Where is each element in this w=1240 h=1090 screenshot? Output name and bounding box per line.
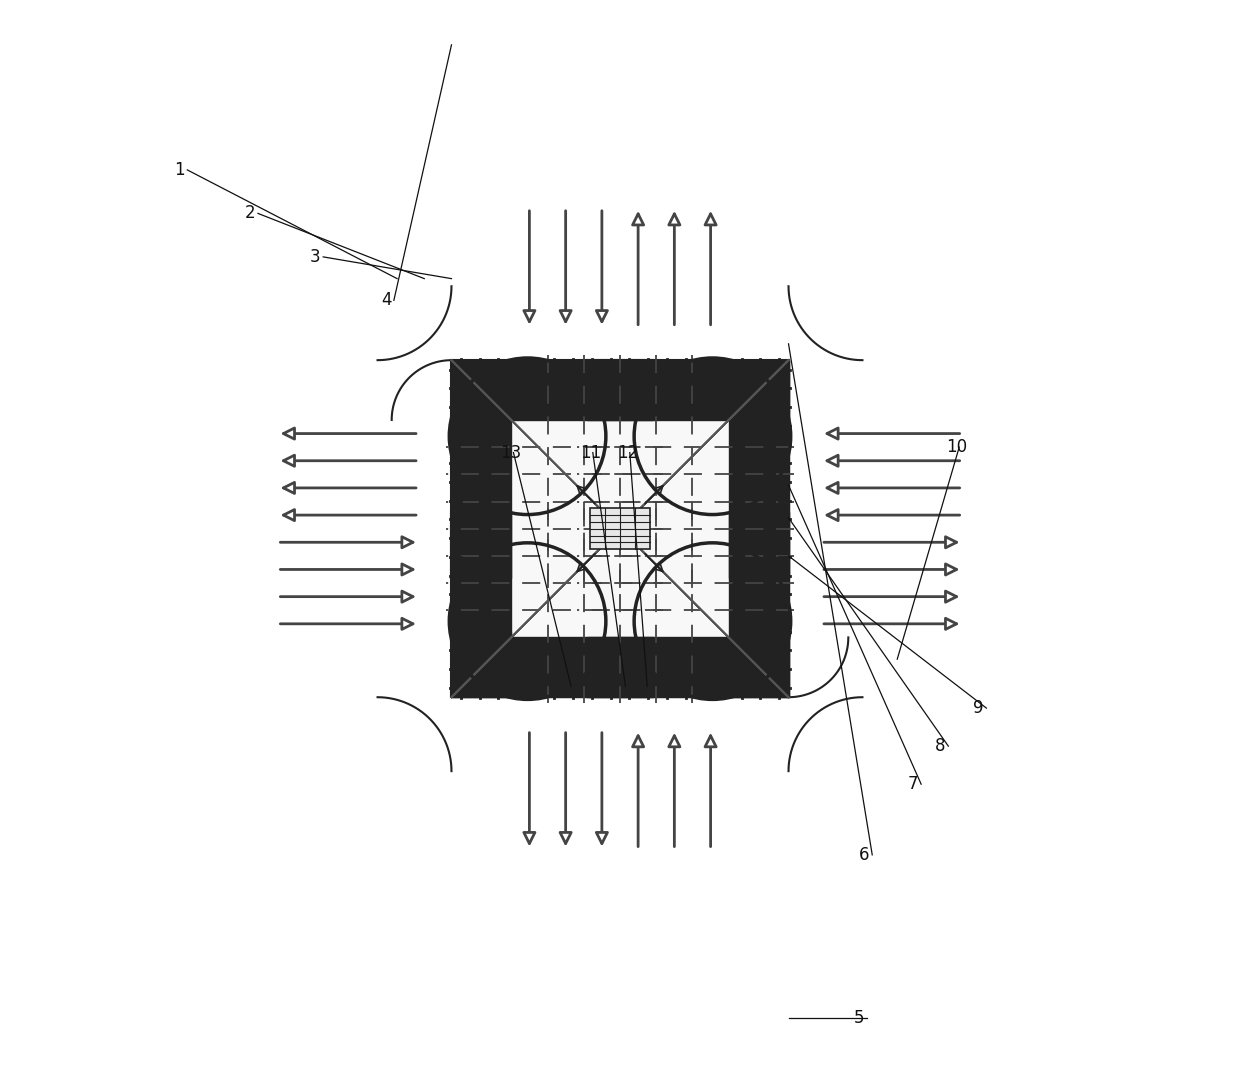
Text: 8: 8 [935, 737, 946, 755]
Text: 5: 5 [854, 1009, 864, 1027]
Text: 10: 10 [946, 438, 967, 456]
Text: 3: 3 [310, 247, 321, 266]
Bar [588, 638, 789, 698]
Bar [451, 512, 511, 698]
Bar [590, 508, 650, 549]
Bar [729, 360, 789, 578]
Text: 7: 7 [908, 775, 919, 794]
Text: 2: 2 [246, 205, 255, 222]
Bar [451, 360, 511, 578]
Bar [588, 360, 789, 698]
Text: 4: 4 [381, 291, 392, 310]
Bar [451, 512, 789, 698]
Text: 13: 13 [501, 444, 522, 461]
Text: 9: 9 [973, 699, 983, 717]
Bar [588, 360, 789, 420]
Bar [451, 638, 652, 698]
Bar [729, 512, 789, 698]
Bar [451, 360, 789, 698]
Text: 6: 6 [859, 846, 869, 864]
Text: 11: 11 [580, 444, 601, 461]
Text: 12: 12 [616, 444, 639, 461]
Text: 1: 1 [175, 161, 185, 179]
Bar [451, 360, 652, 698]
Bar [451, 360, 652, 420]
Bar [451, 360, 789, 578]
